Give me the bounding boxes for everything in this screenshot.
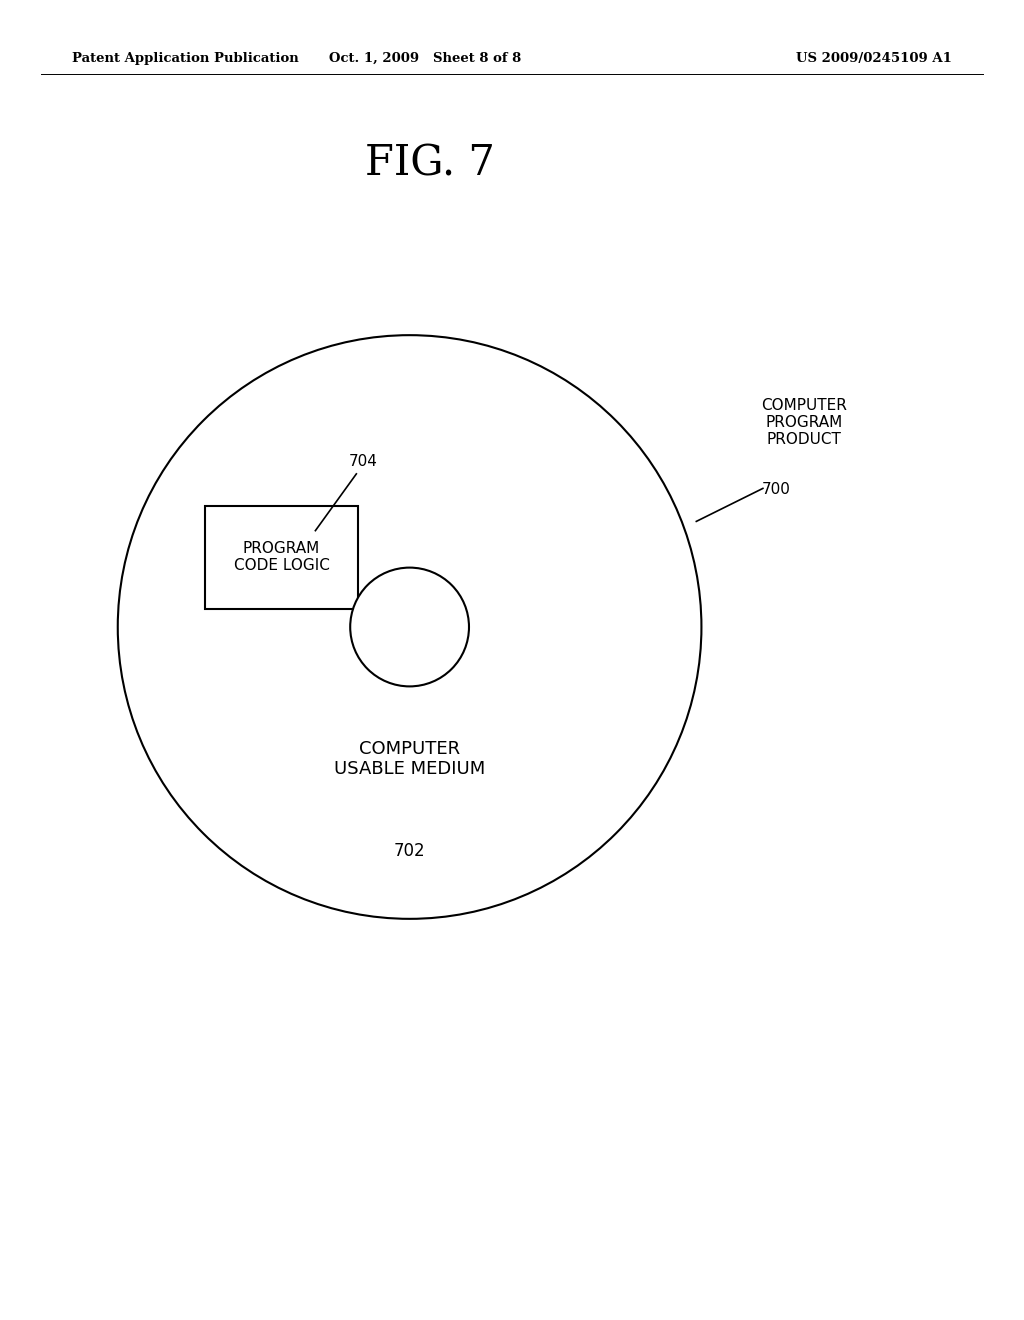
Text: COMPUTER
PROGRAM
PRODUCT: COMPUTER PROGRAM PRODUCT <box>761 397 847 447</box>
Text: 704: 704 <box>349 454 378 469</box>
Text: 702: 702 <box>394 842 425 861</box>
Text: Oct. 1, 2009   Sheet 8 of 8: Oct. 1, 2009 Sheet 8 of 8 <box>329 51 521 65</box>
Ellipse shape <box>118 335 701 919</box>
Text: PROGRAM
CODE LOGIC: PROGRAM CODE LOGIC <box>233 541 330 573</box>
Ellipse shape <box>350 568 469 686</box>
Text: FIG. 7: FIG. 7 <box>366 143 495 185</box>
Text: COMPUTER
USABLE MEDIUM: COMPUTER USABLE MEDIUM <box>334 739 485 779</box>
Bar <box>205 506 358 609</box>
Text: US 2009/0245109 A1: US 2009/0245109 A1 <box>797 51 952 65</box>
Text: Patent Application Publication: Patent Application Publication <box>72 51 298 65</box>
Text: 700: 700 <box>762 482 791 496</box>
